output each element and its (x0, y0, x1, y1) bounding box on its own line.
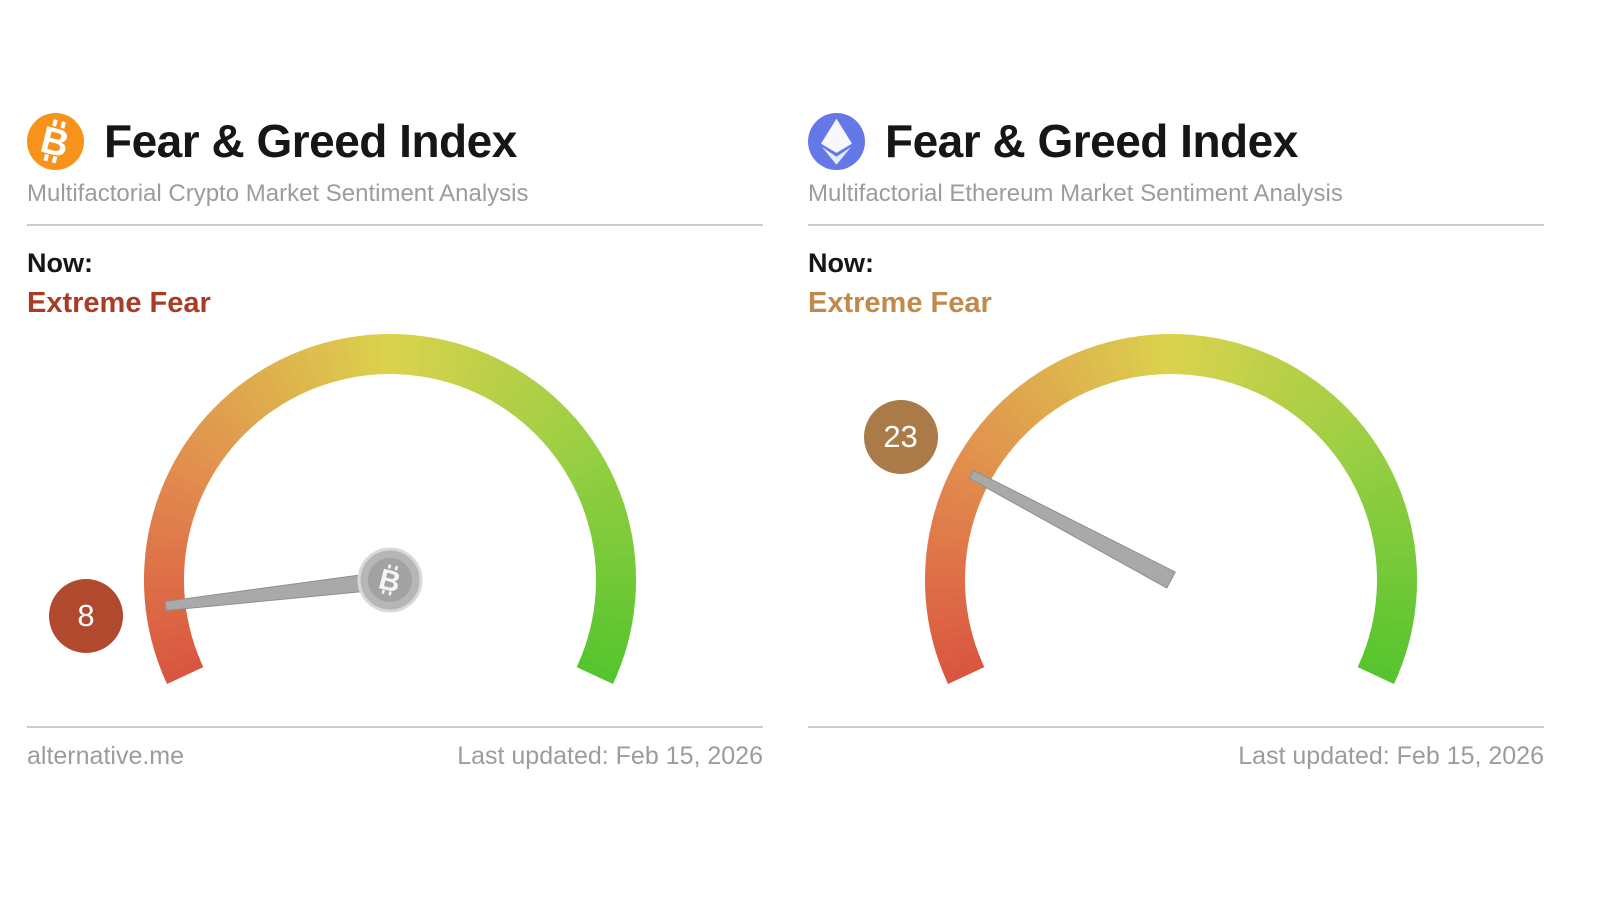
panel-header: B Fear & Greed Index (27, 112, 763, 170)
panel-ethereum: Fear & Greed Index Multifactorial Ethere… (808, 112, 1544, 771)
panel-bitcoin: B Fear & Greed Index Multifactorial Cryp… (27, 112, 763, 771)
header-divider (27, 224, 763, 226)
alternative-me-link[interactable]: alternative.me (27, 742, 185, 771)
page-title: Fear & Greed Index (104, 115, 517, 167)
panel-footer: Last updated: Feb 15, 2026 (808, 726, 1544, 771)
subtitle: Multifactorial Ethereum Market Sentiment… (808, 180, 1343, 207)
subtitle: Multifactorial Crypto Market Sentiment A… (27, 180, 529, 207)
sentiment-label: Extreme Fear (27, 287, 211, 320)
gauge-needle (164, 570, 392, 612)
gauge-arc (925, 334, 1417, 685)
value-badge: 23 (863, 400, 938, 475)
last-updated: Last updated: Feb 15, 2026 (1238, 742, 1544, 771)
last-updated: Last updated: Feb 15, 2026 (457, 742, 763, 771)
now-label: Now: (808, 248, 874, 278)
gauge-wrap: B 8 (27, 328, 763, 720)
gauge-needle (968, 469, 1176, 590)
panel-footer: alternative.me Last updated: Feb 15, 202… (27, 726, 763, 771)
gauge-hub-bitcoin-icon: B (357, 547, 423, 613)
panel-header: Fear & Greed Index (808, 112, 1544, 170)
now-label: Now: (27, 248, 93, 278)
sentiment-label: Extreme Fear (808, 287, 992, 320)
value-badge: 8 (49, 578, 124, 653)
ethereum-icon (808, 112, 865, 170)
page-title: Fear & Greed Index (885, 115, 1298, 167)
gauge-arc (144, 334, 636, 685)
header-divider (808, 224, 1544, 226)
gauge-wrap: 23 (808, 328, 1544, 720)
bitcoin-icon: B (27, 112, 84, 170)
svg-text:B: B (36, 118, 73, 165)
fear-greed-gauge: B (144, 334, 636, 685)
fear-greed-gauge (925, 334, 1417, 685)
